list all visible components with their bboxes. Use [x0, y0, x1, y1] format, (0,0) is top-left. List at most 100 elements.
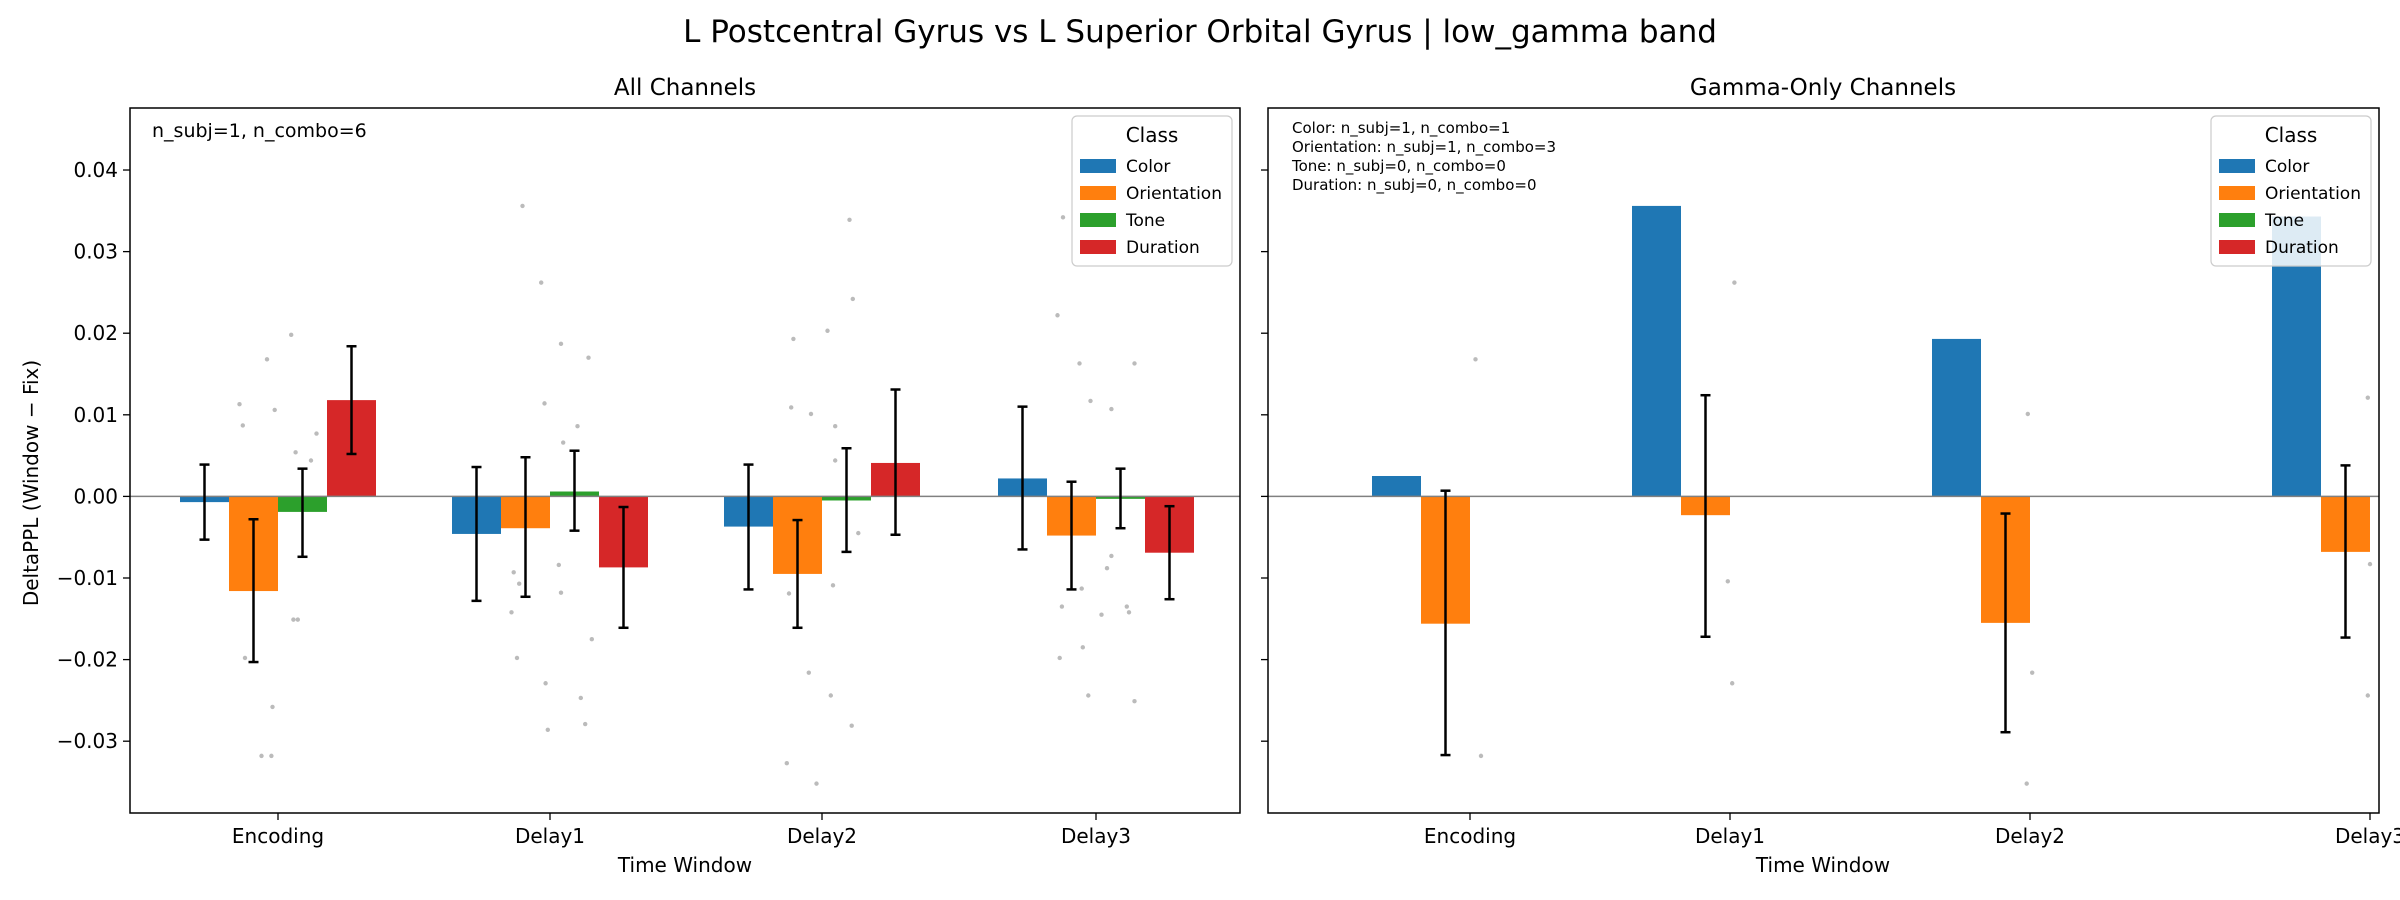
data-point: [784, 761, 789, 766]
legend-swatch-color: [2219, 159, 2255, 173]
data-point: [786, 591, 792, 596]
plot-area: [129, 107, 1241, 814]
y-axis: −0.03 −0.02 −0.01 0.00 0.01 0.02 0.03 0.04: [57, 158, 130, 753]
legend-swatch-orientation: [2219, 186, 2255, 200]
data-point: [578, 695, 583, 701]
data-point: [2367, 561, 2373, 567]
data-point: [542, 401, 547, 406]
data-point: [2365, 693, 2370, 698]
x-axis-label: Time Window: [617, 853, 752, 877]
data-point: [1730, 681, 1735, 686]
legend-title: Class: [1126, 123, 1179, 147]
legend-box: [2210, 115, 2372, 267]
legend-label-duration: Duration: [1126, 238, 1200, 258]
data-point: [1132, 361, 1137, 366]
legend-label-tone: Tone: [2264, 211, 2304, 231]
panel-gamma-only-channels: Gamma-Only Channels Encoding Delay1 Delay2…: [1261, 75, 2400, 877]
data-point: [1059, 604, 1065, 609]
legend-label-orientation: Orientation: [2265, 184, 2361, 204]
data-point: [586, 355, 591, 360]
data-point: [1104, 566, 1110, 571]
data-point: [308, 458, 314, 463]
data-point: [808, 411, 814, 417]
data-point: [509, 610, 514, 615]
x-axis-label: Time Window: [1755, 853, 1890, 877]
y-tick-label: 0.01: [73, 403, 118, 427]
legend-box: [1071, 115, 1233, 267]
x-tick-label: Delay1: [1695, 824, 1765, 848]
data-point: [828, 693, 833, 698]
data-point: [240, 423, 245, 428]
data-point: [830, 583, 836, 588]
data-point: [517, 581, 522, 586]
data-point: [1060, 215, 1066, 220]
x-tick-label: Delay2: [787, 824, 857, 848]
data-point: [1109, 406, 1114, 412]
bar-color-encoding: [1372, 476, 1421, 497]
data-point: [556, 562, 561, 568]
annotation-line: Color: n_subj=1, n_combo=1: [1292, 119, 1510, 138]
data-point: [543, 681, 548, 686]
y-axis-label: DeltaPPL (Window − Fix): [19, 360, 43, 606]
data-point: [314, 431, 319, 436]
data-point: [514, 655, 520, 661]
data-point: [2024, 781, 2029, 786]
data-point: [791, 336, 796, 342]
data-point: [1478, 753, 1484, 759]
data-point: [237, 401, 242, 407]
data-point: [847, 217, 852, 222]
data-point: [1124, 604, 1130, 609]
panel-all-channels: All Channels −0.03 −0.02 −0.01 0.00 0.01 0.02…: [19, 75, 1241, 877]
data-point: [1473, 357, 1478, 362]
legend: Class Color Orientation Tone Duration: [1071, 115, 1233, 267]
axes-frame: [129, 107, 1241, 814]
data-point: [825, 328, 830, 333]
data-point: [850, 296, 855, 302]
data-point: [789, 405, 794, 410]
x-tick-label: Delay3: [2335, 824, 2400, 848]
data-point: [289, 332, 294, 338]
data-point: [2365, 395, 2370, 400]
data-point: [1077, 361, 1082, 366]
legend-label-duration: Duration: [2265, 238, 2339, 258]
y-axis: [1261, 169, 1268, 742]
annotation-line: n_subj=1, n_combo=6: [152, 120, 367, 142]
y-tick-label: 0.00: [73, 484, 118, 508]
data-point: [1080, 645, 1086, 650]
x-tick-label: Delay1: [515, 824, 585, 848]
data-point: [259, 753, 264, 759]
x-axis: Encoding Delay1 Delay2 Delay3: [1424, 813, 2400, 848]
data-point: [833, 424, 838, 429]
data-point: [583, 721, 588, 727]
data-point: [1055, 313, 1060, 318]
y-tick-label: −0.01: [57, 566, 118, 590]
data-point: [511, 570, 516, 575]
y-tick-label: 0.02: [73, 321, 118, 345]
annotation-line: Duration: n_subj=0, n_combo=0: [1292, 176, 1537, 195]
x-tick-label: Encoding: [1424, 824, 1516, 848]
data-point: [1088, 398, 1093, 404]
data-point: [589, 636, 594, 642]
legend-label-orientation: Orientation: [1126, 184, 1222, 204]
axes-frame: [1267, 107, 2380, 814]
data-point: [849, 723, 854, 728]
legend-swatch-color: [1080, 159, 1116, 173]
y-tick-label: −0.02: [57, 648, 118, 672]
data-point: [270, 704, 275, 710]
x-axis: Encoding Delay1 Delay2 Delay3: [232, 813, 1131, 848]
x-tick-label: Encoding: [232, 824, 324, 848]
legend-swatch-duration: [2219, 240, 2255, 254]
legend-swatch-orientation: [1080, 186, 1116, 200]
data-point: [1057, 655, 1062, 661]
y-tick-label: 0.03: [73, 240, 118, 264]
data-point: [539, 280, 544, 285]
data-point: [2030, 670, 2035, 675]
data-point: [269, 753, 274, 759]
annotation-line: Tone: n_subj=0, n_combo=0: [1291, 157, 1506, 176]
legend: Class Color Orientation Tone Duration: [2210, 115, 2372, 267]
data-point: [1126, 610, 1132, 615]
data-point: [295, 617, 300, 622]
data-point: [1099, 612, 1104, 617]
